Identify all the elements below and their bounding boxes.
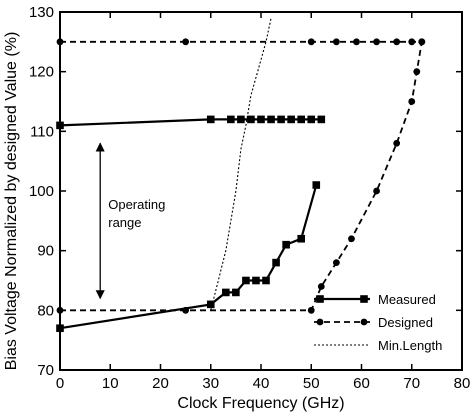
legend-label-measured: Measured bbox=[378, 292, 436, 307]
data-point-measured bbox=[227, 115, 235, 124]
data-point-designed bbox=[393, 38, 401, 46]
data-point-measured bbox=[206, 300, 215, 309]
series-min-length bbox=[210, 17, 272, 311]
data-point-designed bbox=[332, 38, 340, 46]
data-point-designed bbox=[182, 306, 190, 314]
x-tick-label: 10 bbox=[102, 375, 119, 392]
data-point-measured bbox=[297, 115, 305, 124]
data-point-measured bbox=[232, 288, 240, 297]
data-point-designed bbox=[408, 98, 416, 105]
y-tick-label: 110 bbox=[30, 123, 54, 140]
data-point-designed bbox=[56, 306, 64, 314]
data-point-measured bbox=[272, 258, 280, 267]
data-point-designed bbox=[182, 38, 190, 46]
y-tick-label: 90 bbox=[37, 243, 54, 260]
data-point-measured bbox=[312, 181, 321, 189]
x-tick-label: 40 bbox=[253, 375, 270, 392]
data-point-measured bbox=[317, 115, 326, 124]
x-tick-label: 50 bbox=[303, 375, 320, 392]
y-tick-label: 70 bbox=[37, 362, 54, 379]
data-point-designed bbox=[317, 283, 325, 290]
data-point-measured bbox=[247, 115, 255, 124]
x-tick-label: 60 bbox=[353, 375, 370, 392]
x-tick-label: 30 bbox=[202, 375, 219, 392]
data-point-measured bbox=[242, 276, 250, 285]
x-tick-label: 0 bbox=[56, 375, 64, 392]
data-point-measured bbox=[56, 121, 64, 130]
data-point-designed bbox=[332, 259, 340, 266]
series-line-designed bbox=[60, 41, 423, 312]
x-tick-label: 20 bbox=[152, 375, 169, 392]
data-point-designed bbox=[413, 68, 421, 76]
data-point-designed bbox=[307, 306, 315, 314]
y-axis-title: Bias Voltage Normalized by designed Valu… bbox=[3, 32, 20, 371]
axes-layer: 0 10 20 30 40 50 60 70 80 70 80 90 100 110 120 130 Clock… bbox=[3, 4, 470, 412]
y-tick-label: 100 bbox=[29, 183, 54, 200]
annotation-layer: Operating range bbox=[95, 142, 165, 300]
data-point-designed bbox=[418, 38, 426, 46]
y-tick-label: 120 bbox=[29, 64, 54, 81]
data-point-designed bbox=[373, 38, 380, 46]
operating-range-label: Operating range bbox=[108, 197, 165, 230]
data-point-designed bbox=[56, 38, 64, 46]
data-point-designed bbox=[348, 235, 355, 243]
series-line-min-length bbox=[210, 17, 272, 311]
data-point-designed bbox=[307, 38, 315, 46]
legend-marker-measured bbox=[316, 295, 324, 303]
legend-label-designed: Designed bbox=[378, 315, 433, 330]
x-tick-label: 80 bbox=[454, 375, 471, 392]
series-designed bbox=[56, 38, 426, 314]
data-point-measured bbox=[277, 115, 285, 124]
legend: Measured Designed Min.Length bbox=[314, 292, 442, 353]
legend-label-min-length: Min.Length bbox=[378, 338, 442, 353]
data-point-measured bbox=[206, 115, 215, 124]
data-point-designed bbox=[373, 187, 380, 195]
series-measured bbox=[56, 115, 326, 333]
operating-range-label-line: range bbox=[108, 215, 141, 230]
x-axis-title: Clock Frequency (GHz) bbox=[177, 395, 344, 412]
data-point-measured bbox=[56, 324, 64, 333]
data-point-measured bbox=[287, 115, 295, 124]
y-tick-label: 80 bbox=[37, 302, 54, 319]
data-point-measured bbox=[252, 276, 260, 285]
legend-marker-measured bbox=[360, 295, 368, 303]
series-line-measured bbox=[59, 184, 318, 330]
data-point-measured bbox=[282, 240, 290, 249]
x-tick-label: 70 bbox=[403, 375, 420, 392]
data-point-designed bbox=[353, 38, 360, 46]
data-point-measured bbox=[297, 234, 305, 243]
data-point-measured bbox=[307, 115, 316, 124]
operating-range-label-line: Operating bbox=[108, 197, 165, 212]
data-point-measured bbox=[222, 288, 230, 297]
data-point-measured bbox=[262, 276, 270, 285]
data-point-designed bbox=[393, 139, 401, 147]
legend-marker-designed bbox=[316, 318, 324, 326]
series-layer bbox=[56, 17, 426, 333]
data-point-designed bbox=[408, 38, 416, 46]
data-point-measured bbox=[237, 115, 245, 124]
legend-marker-designed bbox=[360, 318, 368, 326]
data-point-measured bbox=[267, 115, 275, 124]
data-point-measured bbox=[257, 115, 265, 124]
y-tick-label: 130 bbox=[29, 4, 54, 21]
